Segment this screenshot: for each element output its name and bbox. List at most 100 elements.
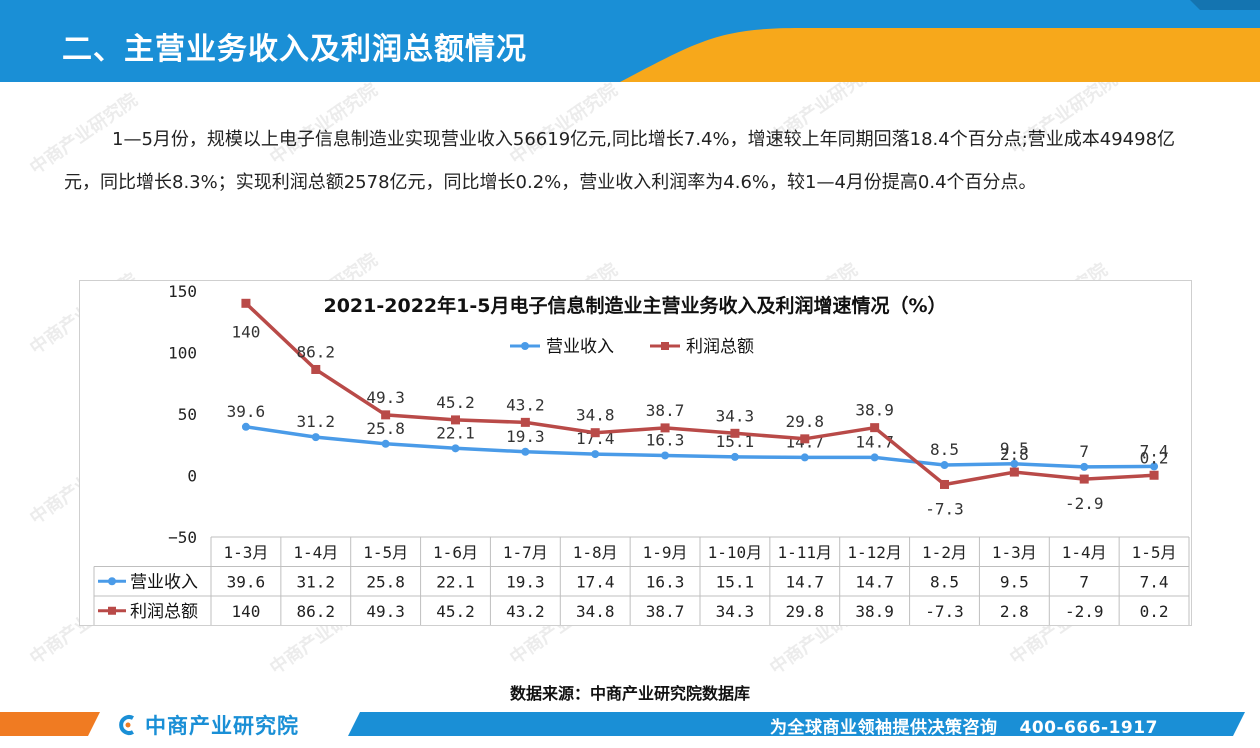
legend-marker — [661, 342, 669, 350]
logo-text: 中商产业研究院 — [145, 714, 299, 738]
table-category-label: 1-3月 — [223, 543, 268, 562]
table-cell: 25.8 — [366, 573, 405, 592]
table-cell: 34.3 — [716, 602, 755, 621]
header-background — [0, 0, 1260, 82]
data-point — [241, 298, 251, 308]
data-point — [241, 422, 250, 431]
slogan-text: 为全球商业领袖提供决策咨询 — [770, 718, 998, 738]
table-cell: 38.9 — [855, 602, 894, 621]
table-cell: 0.2 — [1140, 602, 1169, 621]
data-point — [661, 451, 670, 460]
phone-number: 400-666-1917 — [1019, 718, 1158, 738]
data-label: 140 — [231, 322, 260, 341]
table-cell: 38.7 — [646, 602, 685, 621]
data-point — [381, 439, 390, 448]
table-category-label: 1-10月 — [708, 543, 763, 562]
chart-container: 150 100 50 0 −50 2021-2022年1-5月电子信息制造业主营业务收入及… — [79, 280, 1192, 626]
company-logo: 中商产业研究院 — [117, 711, 299, 739]
table-cell: 39.6 — [227, 573, 266, 592]
table-category-label: 1-7月 — [503, 543, 548, 562]
table-category-label: 1-5月 — [1132, 543, 1177, 562]
data-point — [311, 364, 321, 374]
data-label: 43.2 — [506, 395, 545, 414]
data-point — [1080, 462, 1089, 471]
table-cell: 45.2 — [436, 602, 475, 621]
data-label: 14.7 — [855, 432, 894, 451]
data-label: -7.3 — [925, 499, 964, 518]
page-title: 二、主营业务收入及利润总额情况 — [62, 32, 527, 67]
data-label: 38.9 — [855, 401, 894, 420]
table-category-label: 1-3月 — [992, 543, 1037, 562]
data-label: 19.3 — [506, 427, 545, 446]
data-point — [870, 453, 879, 462]
data-point — [1010, 459, 1019, 468]
intro-text: 1—5月份，规模以上电子信息制造业实现营业收入56619亿元,同比增长7.4%，… — [64, 129, 1176, 193]
data-point — [940, 479, 949, 489]
table-legend-marker — [108, 577, 116, 586]
table-category-label: 1-6月 — [433, 543, 478, 562]
data-label: 9.5 — [1000, 439, 1029, 458]
data-label: 38.7 — [646, 401, 685, 420]
table-cell: 7.4 — [1140, 573, 1169, 592]
data-point — [800, 453, 809, 462]
table-cell: 34.8 — [576, 602, 615, 621]
data-point — [800, 434, 810, 444]
footer-background — [0, 712, 1245, 736]
data-label: 34.3 — [716, 406, 755, 425]
data-point — [1150, 462, 1159, 471]
data-point — [1149, 470, 1159, 480]
table-cell: 43.2 — [506, 602, 545, 621]
y-tick-label: 50 — [178, 405, 197, 424]
data-point — [451, 444, 460, 453]
table-cell: 7 — [1079, 573, 1089, 592]
table-cell: 29.8 — [786, 602, 825, 621]
table-category-label: 1-12月 — [847, 543, 902, 562]
y-tick-label: 100 — [168, 344, 197, 363]
table-legend-marker — [108, 606, 116, 615]
table-series-name: 利润总额 — [130, 602, 198, 622]
table-cell: 16.3 — [646, 573, 685, 592]
data-label: 16.3 — [646, 430, 685, 449]
table-category-label: 1-9月 — [643, 543, 688, 562]
data-point — [451, 415, 460, 425]
table-cell: 22.1 — [436, 573, 475, 592]
data-point — [1079, 474, 1089, 484]
y-tick-label: 150 — [168, 282, 197, 301]
data-point — [311, 433, 320, 442]
table-category-label: 1-4月 — [293, 543, 338, 562]
legend-label: 利润总额 — [686, 337, 754, 357]
footer-slogan: 为全球商业领袖提供决策咨询 400-666-1917 — [770, 713, 1158, 738]
data-label: 39.6 — [227, 402, 266, 421]
table-cell: 9.5 — [1000, 573, 1029, 592]
data-point — [520, 417, 530, 427]
data-label: 29.8 — [786, 412, 825, 431]
table-cell: 15.1 — [716, 573, 755, 592]
data-label: 7 — [1079, 442, 1089, 461]
table-category-label: 1-5月 — [363, 543, 408, 562]
table-cell: -7.3 — [925, 602, 964, 621]
chart-title: 2021-2022年1-5月电子信息制造业主营业务收入及利润增速情况（%） — [323, 294, 946, 317]
data-label: 31.2 — [297, 412, 336, 431]
legend-label: 营业收入 — [546, 337, 614, 357]
data-label: -2.9 — [1065, 494, 1104, 513]
data-label: 0.2 — [1140, 448, 1169, 467]
table-cell: -2.9 — [1065, 602, 1104, 621]
table-series-name: 营业收入 — [130, 573, 198, 593]
data-label: 7.4 — [1140, 441, 1169, 460]
data-label: 25.8 — [366, 419, 405, 438]
data-label: 34.8 — [576, 406, 615, 425]
table-cell: 140 — [231, 602, 260, 621]
table-cell: 8.5 — [930, 573, 959, 592]
data-point — [940, 461, 949, 470]
data-point — [660, 423, 670, 433]
data-point — [591, 450, 600, 459]
intro-paragraph: 1—5月份，规模以上电子信息制造业实现营业收入56619亿元,同比增长7.4%，… — [64, 118, 1204, 204]
table-category-label: 1-11月 — [778, 543, 833, 562]
data-source: 数据来源：中商产业研究院数据库 — [509, 684, 750, 703]
data-label: 8.5 — [930, 440, 959, 459]
data-label: 17.4 — [576, 429, 615, 448]
data-point — [381, 410, 391, 420]
y-tick-label: −50 — [168, 528, 197, 547]
table-category-label: 1-8月 — [573, 543, 618, 562]
data-label: 22.1 — [436, 423, 475, 442]
